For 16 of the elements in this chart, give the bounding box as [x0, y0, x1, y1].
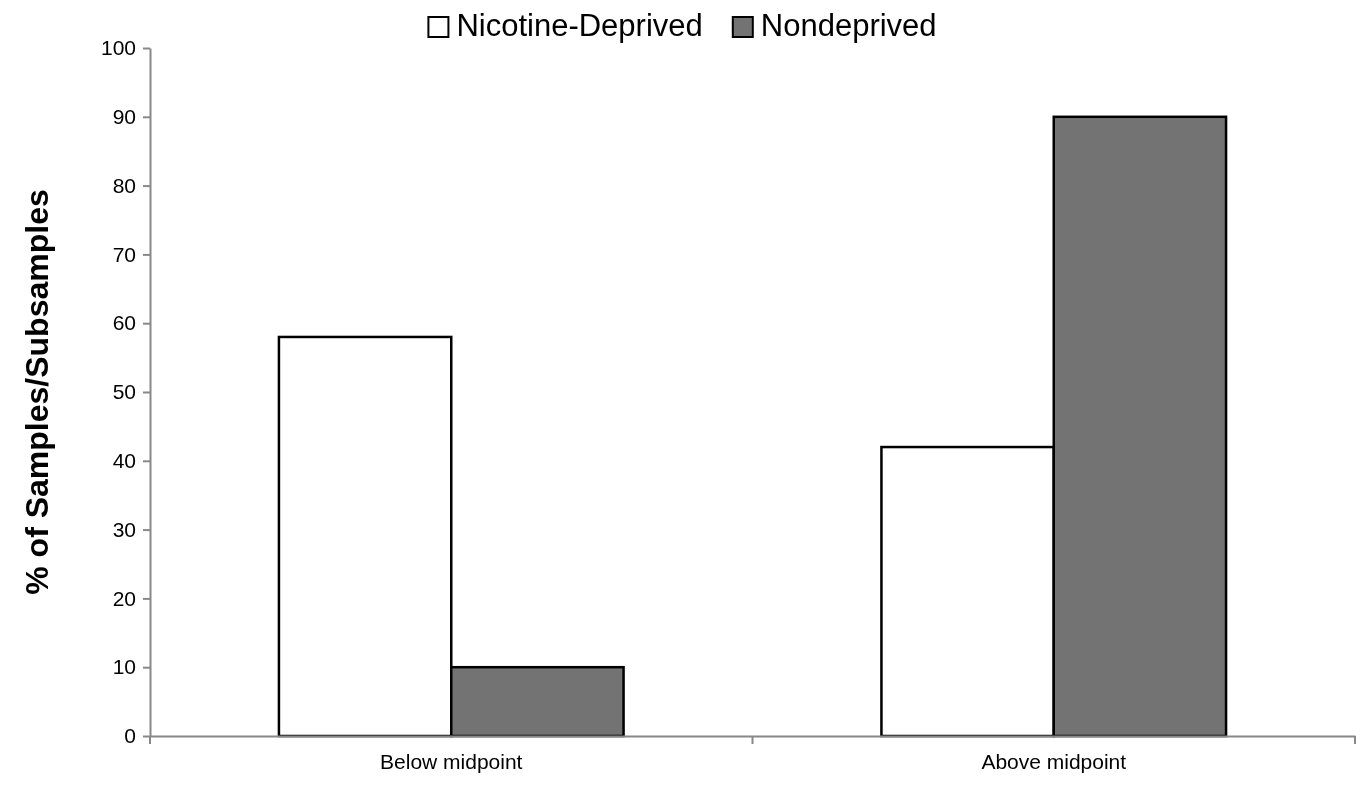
y-tick-label: 20 [112, 586, 136, 610]
legend-label: Nondeprived [760, 8, 937, 43]
y-tick-label: 30 [112, 517, 136, 541]
y-tick-label: 90 [112, 105, 136, 129]
y-tick-label: 70 [112, 242, 136, 266]
x-tick-label: Above midpoint [981, 750, 1127, 773]
y-tick-label: 80 [112, 173, 136, 197]
y-tick-label: 50 [112, 380, 136, 404]
y-tick-label: 0 [124, 724, 136, 748]
y-tick-label: 10 [112, 655, 136, 679]
y-axis-title: % of Samples/Subsamples [19, 189, 55, 595]
legend-label: Nicotine-Deprived [456, 8, 703, 43]
y-tick-label: 40 [112, 449, 136, 473]
y-tick-label: 60 [112, 311, 136, 335]
x-tick-label: Below midpoint [380, 750, 523, 773]
y-tick-label: 100 [100, 36, 136, 60]
